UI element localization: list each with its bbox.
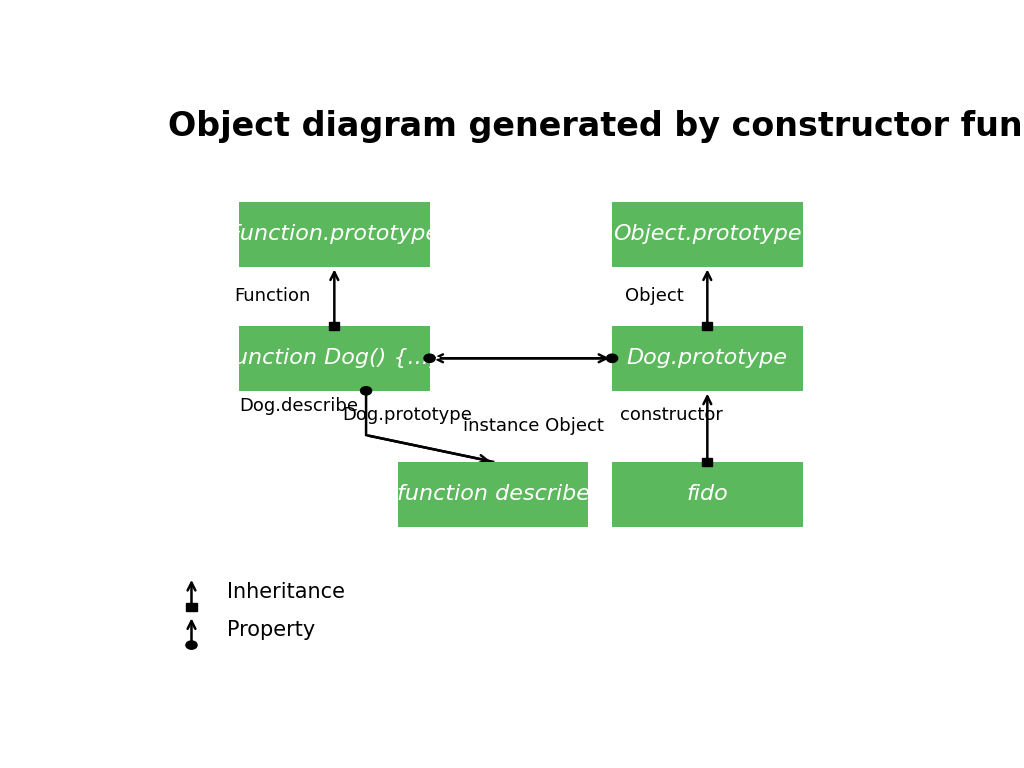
Text: Object.prototype: Object.prototype [613,224,802,244]
Text: Inheritance: Inheritance [227,582,345,602]
Text: Function: Function [234,287,310,305]
Text: Dog.prototype: Dog.prototype [342,406,472,424]
FancyBboxPatch shape [240,326,430,391]
FancyBboxPatch shape [397,462,588,527]
Circle shape [360,386,372,395]
Circle shape [424,354,435,362]
Circle shape [186,641,197,649]
Text: Function.prototype: Function.prototype [228,224,440,244]
Text: Object: Object [625,287,684,305]
Bar [186,603,197,611]
FancyBboxPatch shape [240,201,430,266]
FancyBboxPatch shape [612,326,803,391]
FancyBboxPatch shape [612,201,803,266]
Text: Dog.describe: Dog.describe [240,397,358,415]
Text: Object diagram generated by constructor function: Object diagram generated by constructor … [168,110,1024,143]
Bar [702,322,713,329]
FancyBboxPatch shape [612,462,803,527]
Text: fido: fido [686,485,728,505]
Text: function Dog() {...}: function Dog() {...} [226,348,442,369]
Text: Property: Property [227,621,315,641]
Bar [329,322,340,329]
Text: constructor: constructor [620,406,723,424]
Text: instance Object: instance Object [463,417,604,435]
Text: function describe: function describe [396,485,590,505]
Circle shape [606,354,617,362]
Bar [702,458,713,465]
Text: Dog.prototype: Dog.prototype [627,348,787,369]
